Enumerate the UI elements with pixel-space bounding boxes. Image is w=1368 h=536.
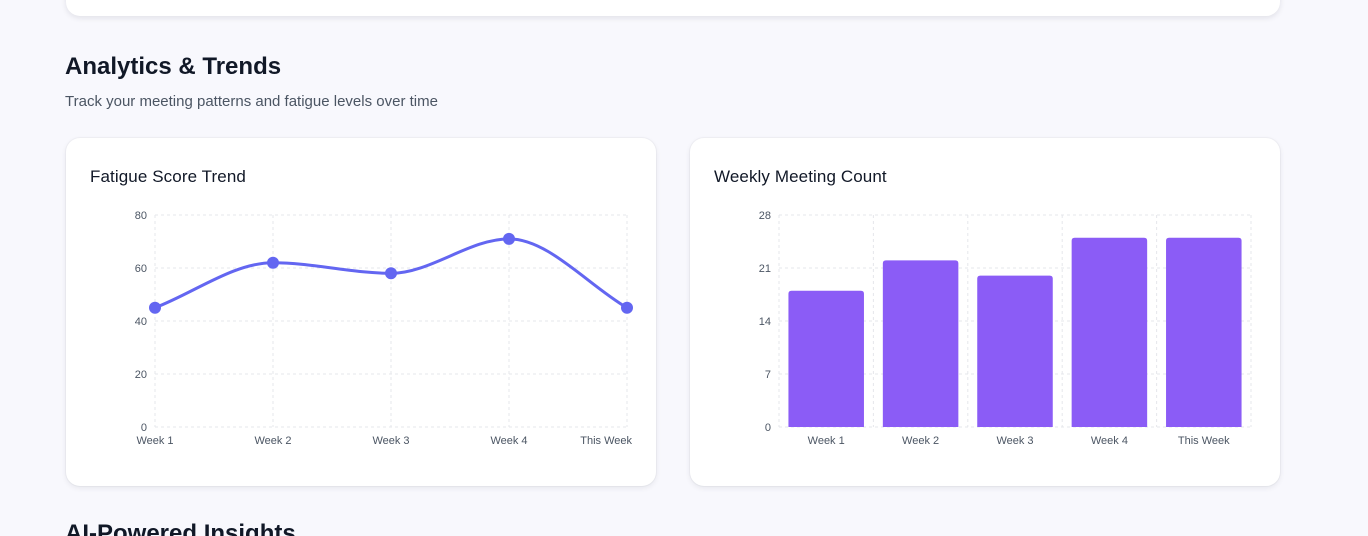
- y-tick-label: 0: [765, 422, 771, 434]
- x-tick-label: Week 3: [372, 435, 409, 447]
- grid: [154, 214, 628, 428]
- bar[interactable]: [788, 290, 864, 427]
- meeting-count-title: Weekly Meeting Count: [714, 167, 887, 186]
- x-tick-label: Week 4: [490, 435, 527, 447]
- bar[interactable]: [882, 260, 959, 427]
- y-tick-label: 40: [135, 316, 147, 328]
- axis-x: Week 1 Week 2 Week 3 Week 4 This Week: [136, 435, 632, 447]
- fatigue-trend-chart: 0 20 40 60 80 Week 1 Week 2 Week 3 Week 4 This We…: [135, 210, 633, 447]
- x-tick-label: Week 2: [902, 435, 939, 447]
- x-tick-label: Week 1: [808, 435, 845, 447]
- section-subtitle: Track your meeting patterns and fatigue …: [65, 93, 438, 110]
- data-point[interactable]: [503, 232, 515, 245]
- y-tick-label: 21: [759, 263, 771, 275]
- x-tick-label: Week 4: [1091, 435, 1128, 447]
- axis-x: Week 1 Week 2 Week 3 Week 4 This Week: [808, 435, 1231, 447]
- bar[interactable]: [1166, 237, 1242, 427]
- fatigue-trend-title: Fatigue Score Trend: [90, 167, 246, 186]
- next-section-title: AI-Powered Insights: [65, 520, 296, 536]
- y-tick-label: 14: [759, 316, 771, 328]
- x-tick-label: Week 1: [136, 435, 173, 447]
- fatigue-trend-card: Fatigue Score Trend 0 20 40 60 80 Week 1 Week …: [66, 138, 656, 486]
- meeting-count-chart: 0 7 14 21 28 Week 1 Week 2 Week 3 Week 4 This Wee…: [759, 210, 1252, 447]
- y-tick-label: 20: [135, 369, 147, 381]
- bars: [788, 237, 1242, 427]
- data-point[interactable]: [267, 256, 279, 269]
- y-tick-label: 80: [135, 210, 147, 222]
- bar[interactable]: [977, 275, 1053, 427]
- y-tick-label: 7: [765, 369, 771, 381]
- axis-y: 0 7 14 21 28: [759, 210, 771, 434]
- x-tick-label: This Week: [1178, 435, 1230, 447]
- meeting-count-card: Weekly Meeting Count 0 7 14 21 28 Week 1 Week …: [690, 138, 1280, 486]
- x-tick-label: Week 2: [254, 435, 291, 447]
- y-tick-label: 0: [141, 422, 147, 434]
- axis-y: 0 20 40 60 80: [135, 210, 147, 434]
- y-tick-label: 60: [135, 263, 147, 275]
- data-point[interactable]: [621, 301, 633, 314]
- x-tick-label: This Week: [580, 435, 632, 447]
- data-point[interactable]: [385, 267, 397, 280]
- section-title: Analytics & Trends: [65, 53, 282, 80]
- data-point[interactable]: [149, 301, 161, 314]
- y-tick-label: 28: [759, 210, 771, 222]
- bar[interactable]: [1071, 237, 1148, 427]
- previous-section-card: [66, 0, 1280, 16]
- x-tick-label: Week 3: [996, 435, 1033, 447]
